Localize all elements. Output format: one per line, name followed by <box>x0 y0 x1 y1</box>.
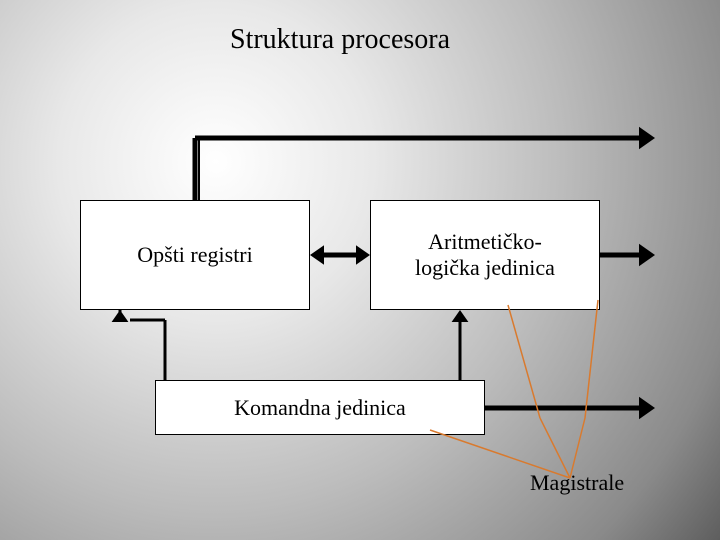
box-alu: Aritmetičko- logička jedinica <box>370 200 600 310</box>
box-control-label: Komandna jedinica <box>234 395 406 421</box>
box-registers: Opšti registri <box>80 200 310 310</box>
box-registers-label: Opšti registri <box>137 242 253 268</box>
slide-title: Struktura procesora <box>230 24 450 56</box>
slide: Struktura procesora Opšti registri Aritm… <box>0 0 720 540</box>
box-control: Komandna jedinica <box>155 380 485 435</box>
label-magistrale: Magistrale <box>530 470 624 496</box>
box-alu-label: Aritmetičko- logička jedinica <box>415 229 555 281</box>
